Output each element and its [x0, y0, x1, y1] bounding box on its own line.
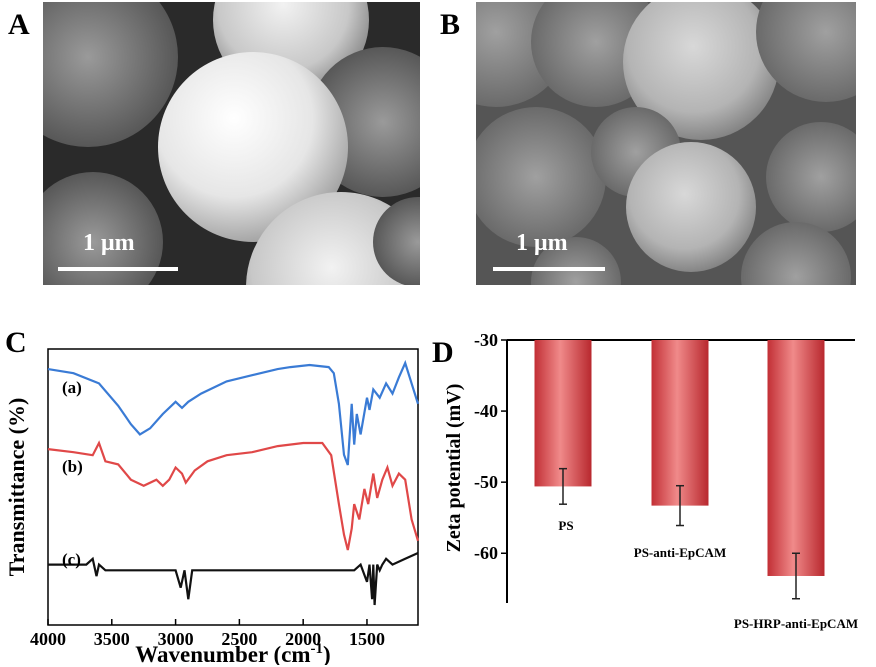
bar	[767, 340, 825, 576]
sem-spheres-b	[476, 2, 856, 285]
x-tick-label: 2500	[221, 629, 257, 649]
sem-image-a: 1 μm	[43, 2, 420, 285]
zeta-bar-chart: -30 -40 -50 -60 PS PS-anti-EpCAM PS-HRP-anti-…	[443, 330, 858, 631]
y-tick-label: -40	[474, 401, 498, 421]
series-line-1	[47, 359, 420, 466]
panel-letter-d: D	[432, 336, 454, 369]
bar-label: PS-anti-EpCAM	[634, 545, 726, 560]
scale-bar-a	[58, 267, 178, 271]
y-tick-label: -60	[474, 543, 498, 563]
x-tick-label: 3500	[94, 629, 130, 649]
x-tick-label: 2000	[285, 629, 321, 649]
y-tick-label: -30	[474, 330, 498, 350]
series-line-3	[48, 551, 419, 606]
ftir-chart: (a) (b) (c) 4000 3500 3000 2500 2000 1500 Trans…	[4, 348, 420, 665]
scale-label-a: 1 μm	[83, 230, 135, 256]
panel-letter-c: C	[5, 326, 27, 359]
x-tick-label: 3000	[158, 629, 194, 649]
sem-spheres-a	[43, 2, 420, 285]
y-tick-label: -50	[474, 472, 498, 492]
bar	[534, 340, 592, 487]
bar-label: PS-HRP-anti-EpCAM	[734, 616, 858, 631]
series-label-2: (b)	[62, 457, 83, 476]
series-line-2	[47, 440, 420, 551]
y-axis-label: Transmittance (%)	[4, 398, 29, 577]
sem-image-b: 1 μm	[476, 2, 856, 285]
plot-frame	[47, 348, 419, 626]
x-tick-label: 1500	[349, 629, 385, 649]
y-axis-label: Zeta potential (mV)	[443, 384, 465, 553]
series-label-1: (a)	[62, 378, 82, 397]
series-label-3: (c)	[62, 550, 81, 569]
x-tick-label: 4000	[30, 629, 66, 649]
scale-label-b: 1 μm	[516, 230, 568, 256]
panel-letter-b: B	[440, 8, 461, 41]
panel-letter-a: A	[8, 8, 30, 41]
scale-bar-b	[493, 267, 605, 271]
bar	[651, 340, 709, 506]
x-axis-label: Wavenumber (cm-1)	[135, 641, 330, 665]
bar-label: PS	[558, 518, 573, 533]
